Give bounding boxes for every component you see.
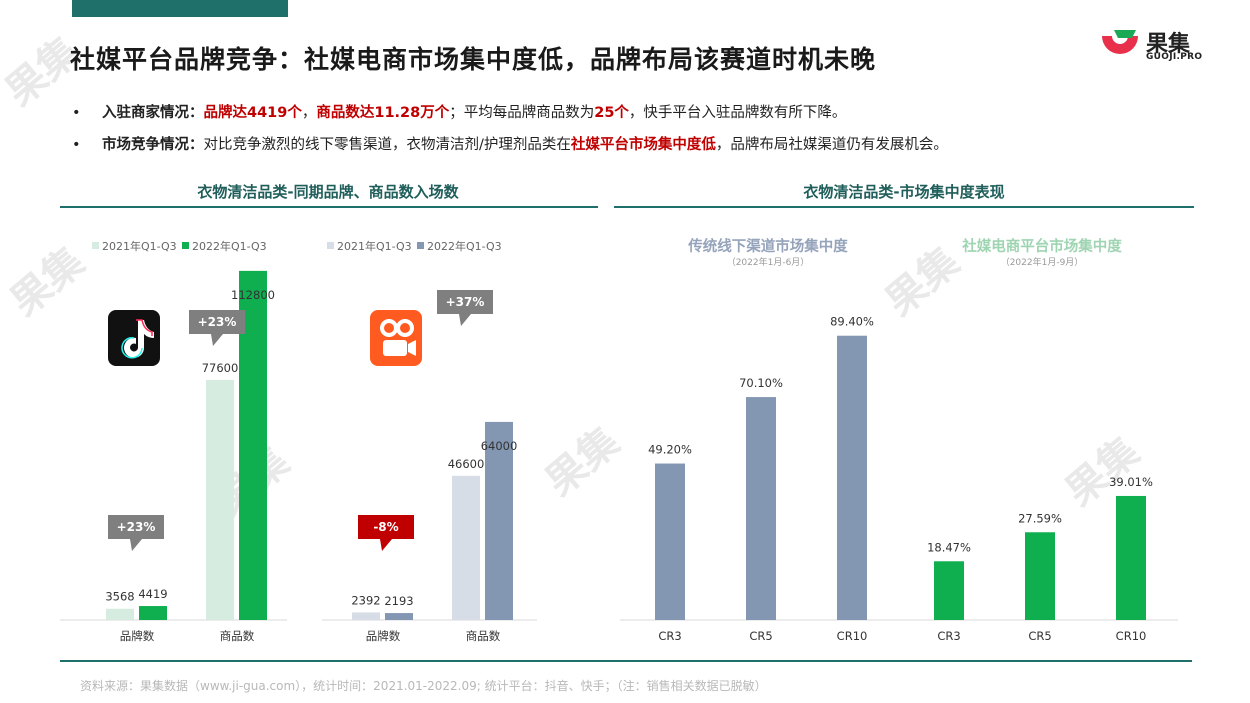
data-label: 2392 [351,593,380,607]
data-label: 39.01% [1109,475,1153,489]
legend-label: 2021年Q1-Q3 [337,239,412,253]
data-label: 2193 [384,594,413,608]
group-subtitle: （2022年1月-9月） [1001,256,1084,268]
douyin-icon [121,337,143,359]
bullet-label: 入驻商家情况： [102,105,204,121]
tick-label: CR10 [837,629,868,643]
bullet-merchants: • 入驻商家情况：品牌达4419个，商品数达11.28万个；平均每品牌商品数为25… [72,101,846,122]
data-label: 4419 [138,587,167,601]
bar [206,379,234,620]
top-accent-bar [72,0,288,17]
bar [1116,495,1146,620]
tick-label: CR3 [658,629,681,643]
bullet-competition: • 市场竞争情况：对比竞争激烈的线下零售渠道，衣物清洁剂/护理剂品类在社媒平台市场… [72,133,948,154]
bullet-text: ，品牌布局社媒渠道仍有发展机会。 [715,137,948,153]
data-label: 70.10% [739,376,783,390]
data-label: 112800 [231,288,275,302]
right-section-rule [614,206,1194,208]
data-label: 3568 [105,590,134,604]
left-section-rule [60,206,598,208]
highlight-avg: 25个 [594,105,629,121]
kuaishou-icon [370,310,422,366]
bar [485,421,513,620]
data-label: 77600 [202,361,239,375]
kuaishou-icon [408,340,416,356]
tick-label: CR5 [749,629,772,643]
page-title: 社媒平台品牌竞争：社媒电商市场集中度低，品牌布局该赛道时机未晚 [70,45,877,74]
highlight-products: 商品数达11.28万个 [316,105,450,121]
bullet-text: ；平均每品牌商品数为 [449,105,595,121]
change-label: +23% [198,315,237,329]
logo-text-cn: 果集 [1146,32,1191,57]
guoji-logo-icon [1102,30,1138,54]
highlight-brands: 品牌达4419个 [203,105,302,121]
group-title: 传统线下渠道市场集中度 [687,237,848,255]
data-label: 89.40% [830,315,874,329]
footer-rule [60,660,1192,662]
right-section-title: 衣物清洁品类-市场集中度表现 [803,183,1005,201]
change-label: +37% [446,295,485,309]
legend-label: 2021年Q1-Q3 [102,239,177,253]
change-callout [189,310,245,346]
tick-label: 品牌数 [120,629,155,643]
kuaishou-icon [383,340,407,356]
data-label: 64000 [481,439,518,453]
brand-logo: 果集 GUOJI.PRO [1098,26,1202,66]
data-label: 27.59% [1018,511,1062,525]
bar [139,606,167,620]
footer-source: 资料来源：果集数据（www.ji-gua.com），统计时间：2021.01-2… [80,679,767,693]
data-label: 46600 [448,457,485,471]
tick-label: CR5 [1028,629,1051,643]
tick-label: 商品数 [466,629,501,643]
bullet-text: 对比竞争激烈的线下零售渠道，衣物清洁剂/护理剂品类在 [203,137,571,153]
bullet-text: ，快手平台入驻品牌数有所下降。 [628,105,847,121]
change-label: +23% [117,520,156,534]
logo-text-en: GUOJI.PRO [1146,52,1203,62]
tick-label: CR3 [937,629,960,643]
legend-label: 2022年Q1-Q3 [192,239,267,253]
legend-label: 2022年Q1-Q3 [427,239,502,253]
bar [452,475,480,620]
legend-swatch [92,242,99,249]
bar [106,608,134,620]
change-label: -8% [373,520,398,534]
bar [746,397,776,620]
bar [934,561,964,620]
data-label: 18.47% [927,540,971,554]
left-section-title: 衣物清洁品类-同期品牌、商品数入场数 [197,183,459,201]
bullet-dot: • [72,137,81,153]
tick-label: CR10 [1116,629,1147,643]
kuaishou-icon [396,319,414,337]
data-label: 49.20% [648,443,692,457]
change-callout [437,290,493,326]
group-title: 社媒电商平台市场集中度 [961,237,1122,255]
change-callout [108,515,164,551]
bar [385,613,413,620]
tick-label: 商品数 [220,629,255,643]
legend-swatch [417,242,424,249]
bar [837,335,867,620]
bar [352,612,380,620]
legend-swatch [327,242,334,249]
change-callout [358,515,414,551]
douyin-icon [136,319,153,336]
bullet-label: 市场竞争情况： [102,137,204,153]
legend-swatch [182,242,189,249]
group-subtitle: （2022年1月-6月） [727,256,810,268]
bar [655,463,685,620]
bullet-text: ， [301,105,317,121]
highlight-concentration: 社媒平台市场集中度低 [570,137,716,153]
tick-label: 品牌数 [366,629,401,643]
bar [1025,532,1055,620]
bullet-dot: • [72,105,81,121]
